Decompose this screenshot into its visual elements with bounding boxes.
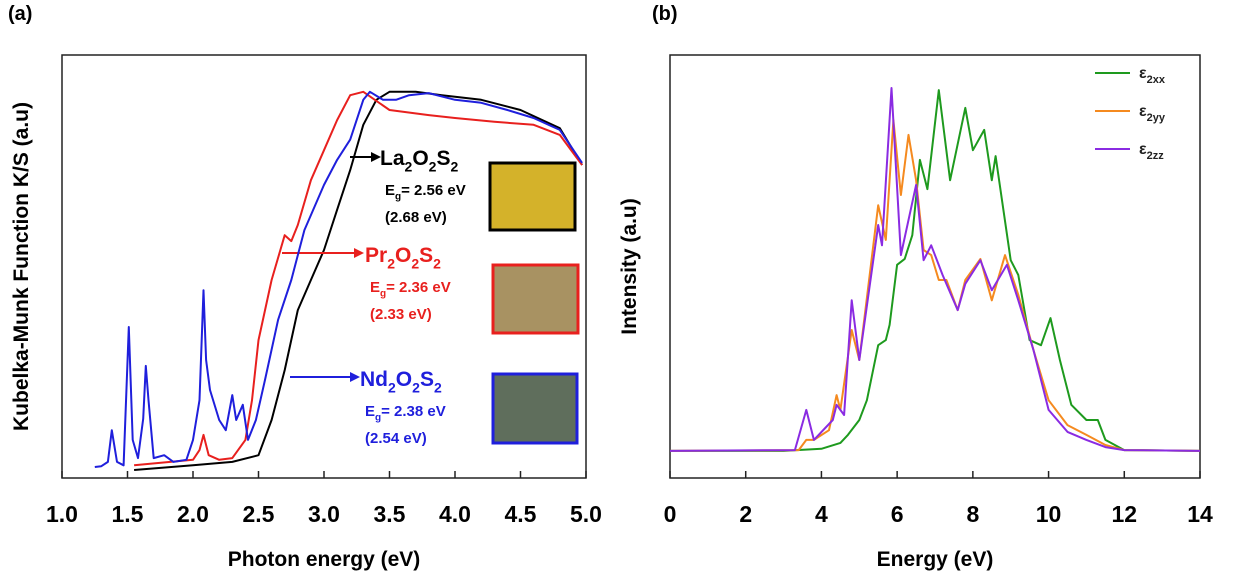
x-tick-label: 4.0	[439, 501, 471, 527]
legend-label: ε2yy	[1139, 103, 1166, 124]
x-tick-label: 3.0	[308, 501, 340, 527]
x-tick-label: 1.5	[112, 501, 144, 527]
series-name: La2O2S2	[380, 147, 458, 174]
x-tick-label: 12	[1111, 501, 1137, 527]
x-tick-label: 5.0	[570, 501, 602, 527]
sample-photo	[488, 161, 577, 232]
y-axis-label: Intensity (a.u)	[618, 198, 641, 335]
band-gap: Eg= 2.36 eV	[370, 279, 451, 300]
series-line	[94, 90, 583, 468]
arrow-head	[371, 152, 381, 162]
x-tick-label: 3.5	[374, 501, 406, 527]
band-gap-alt: (2.33 eV)	[370, 306, 432, 323]
x-tick-label: 1.0	[46, 501, 78, 527]
band-gap: Eg= 2.38 eV	[365, 403, 446, 424]
arrow-head	[354, 248, 364, 258]
series-line	[134, 90, 583, 471]
x-tick-label: 14	[1187, 501, 1213, 527]
x-tick-label: 2.5	[243, 501, 275, 527]
series-line	[669, 87, 1201, 452]
x-tick-label: 10	[1036, 501, 1062, 527]
legend-label: ε2zz	[1139, 141, 1164, 162]
x-tick-label: 8	[966, 501, 979, 527]
plot-frame	[669, 54, 1201, 479]
series-name: Nd2O2S2	[360, 368, 442, 395]
series-name: Pr2O2S2	[365, 244, 441, 271]
x-tick-label: 2	[739, 501, 752, 527]
y-axis-label: Kubelka-Munk Function K/S (a.u)	[10, 102, 33, 431]
series-line	[669, 119, 1201, 452]
x-tick-label: 6	[891, 501, 904, 527]
series-line	[670, 89, 1201, 452]
sample-photo	[491, 263, 580, 335]
x-tick-label: 0	[664, 501, 677, 527]
arrow-head	[350, 372, 360, 382]
band-gap-alt: (2.68 eV)	[385, 209, 447, 226]
panel-label: (b)	[652, 3, 678, 25]
series-line	[134, 90, 583, 467]
band-gap: Eg= 2.56 eV	[385, 182, 466, 203]
x-axis-label: Photon energy (eV)	[228, 548, 421, 571]
x-tick-label: 2.0	[177, 501, 209, 527]
legend-label: ε2xx	[1139, 65, 1166, 86]
x-tick-label: 4.5	[505, 501, 537, 527]
sample-photo	[491, 372, 579, 445]
x-axis-label: Energy (eV)	[877, 548, 994, 571]
panel-label: (a)	[8, 3, 32, 25]
band-gap-alt: (2.54 eV)	[365, 430, 427, 447]
x-tick-label: 4	[815, 501, 828, 527]
